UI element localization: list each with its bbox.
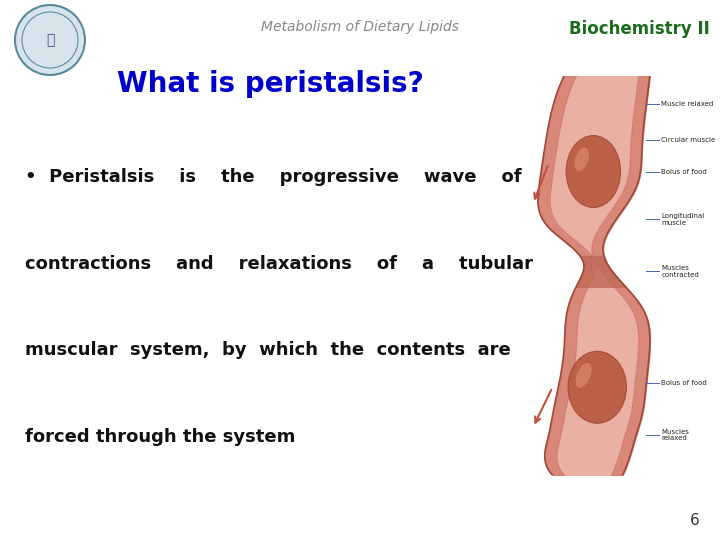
Circle shape	[15, 5, 85, 75]
Text: Muscles
contracted: Muscles contracted	[662, 265, 699, 278]
Text: 6: 6	[690, 513, 700, 528]
Text: Longitudinal
muscle: Longitudinal muscle	[662, 213, 705, 226]
Text: Bolus of food: Bolus of food	[662, 168, 707, 174]
Ellipse shape	[575, 148, 589, 171]
Text: contractions    and    relaxations    of    a    tubular: contractions and relaxations of a tubula…	[25, 255, 534, 273]
Text: What is peristalsis?: What is peristalsis?	[117, 70, 423, 98]
Ellipse shape	[566, 136, 621, 207]
Text: Circular muscle: Circular muscle	[662, 137, 716, 143]
Text: Metabolism of Dietary Lipids: Metabolism of Dietary Lipids	[261, 20, 459, 34]
Ellipse shape	[568, 352, 626, 423]
Text: 🏛: 🏛	[46, 33, 54, 47]
Text: •  Peristalsis    is    the    progressive    wave    of: • Peristalsis is the progressive wave of	[25, 168, 522, 186]
Text: Muscle relaxed: Muscle relaxed	[662, 100, 714, 106]
Text: Bolus of food: Bolus of food	[662, 380, 707, 386]
Ellipse shape	[576, 363, 592, 388]
Text: muscular  system,  by  which  the  contents  are: muscular system, by which the contents a…	[25, 341, 511, 359]
Text: Muscles
relaxed: Muscles relaxed	[662, 429, 689, 442]
Text: forced through the system: forced through the system	[25, 428, 296, 445]
Text: Biochemistry II: Biochemistry II	[570, 20, 710, 38]
